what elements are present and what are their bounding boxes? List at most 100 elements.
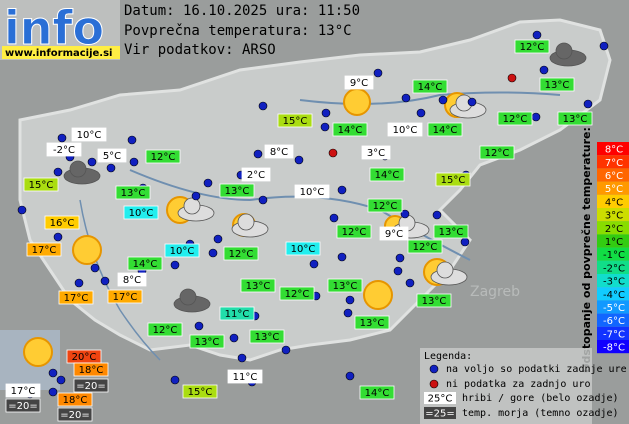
station-label-bg	[332, 122, 368, 137]
station-label: 10°C	[129, 208, 154, 219]
station-dot	[405, 278, 415, 288]
station-label-bg	[189, 334, 225, 349]
scale-swatch	[597, 313, 629, 327]
scale-label: -7°C	[603, 329, 625, 340]
station-label-bg	[182, 384, 218, 399]
scale-label: 1°C	[605, 237, 623, 248]
scale-label: -3°C	[603, 277, 625, 288]
station-dot	[229, 333, 239, 343]
station-label-bg	[73, 362, 109, 377]
station-dot	[337, 252, 347, 262]
station-label-bg	[219, 183, 255, 198]
station-label: 17°C	[11, 386, 36, 397]
station-label: 9°C	[385, 229, 403, 240]
deviation-scale: 8°C 7°C 6°C 5°C 4°C 3°C 2°C 1°C -1°C -2°C -3°C -4°C…	[580, 127, 629, 373]
station-label-bg	[249, 329, 285, 344]
station-dot	[90, 263, 100, 273]
station-label: 13°C	[422, 296, 447, 307]
scale-swatch	[597, 247, 629, 261]
station-label-bg	[97, 148, 127, 163]
station-dot	[48, 387, 58, 397]
station-label-bg	[219, 306, 255, 321]
station-label: 12°C	[151, 152, 176, 163]
station-dot	[194, 321, 204, 331]
scale-label: 2°C	[605, 224, 623, 235]
scale-label: 4°C	[605, 197, 623, 208]
station-label: 13°C	[333, 281, 358, 292]
station-dot	[321, 108, 331, 118]
legend-text: na voljo so podatki zadnje ure	[446, 364, 627, 375]
legend-sample-bg	[424, 407, 456, 419]
scale-swatch	[597, 155, 629, 169]
station-label: 13°C	[563, 114, 588, 125]
station-dot	[56, 375, 66, 385]
average-temp: Povprečna temperatura: 13°C	[124, 23, 352, 39]
scale-swatch	[597, 221, 629, 235]
station-label: 14°C	[133, 259, 158, 270]
station-label: 13°C	[121, 188, 146, 199]
station-label-bg	[223, 246, 259, 261]
station-label-bg	[367, 198, 403, 213]
scale-label: -5°C	[603, 303, 625, 314]
station-label: 12°C	[229, 249, 254, 260]
weather-icons	[23, 42, 587, 367]
station-label-bg	[71, 127, 107, 142]
legend-dot	[429, 364, 439, 374]
station-label: 13°C	[439, 227, 464, 238]
sun-icon	[363, 280, 393, 310]
station-label-bg	[433, 224, 469, 239]
station-dot	[203, 178, 213, 188]
station-label-bg	[407, 239, 443, 254]
source: Vir podatkov: ARSO	[124, 42, 276, 58]
station-label: 17°C	[32, 245, 57, 256]
station-dot	[337, 185, 347, 195]
station-label: 13°C	[545, 80, 570, 91]
scale-swatch	[597, 287, 629, 301]
legend-sample-bg	[424, 392, 456, 404]
station-label-bg	[5, 383, 41, 398]
cloud-icon	[436, 261, 454, 279]
site-url: www.informacije.si	[5, 48, 113, 59]
station-label-bg	[344, 75, 374, 90]
station-label: 17°C	[64, 293, 89, 304]
legend-title: Legenda:	[424, 351, 472, 362]
station-label-bg	[369, 167, 405, 182]
station-label: 3°C	[367, 148, 385, 159]
scale-label: -4°C	[603, 290, 625, 301]
station-label: 11°C	[225, 309, 250, 320]
station-label-bg	[497, 111, 533, 126]
station-label-bg	[361, 145, 391, 160]
scale-label: 3°C	[605, 211, 623, 222]
station-label-bg	[327, 278, 363, 293]
station-label: 12°C	[413, 242, 438, 253]
station-dot	[345, 371, 355, 381]
station-label: 8°C	[123, 275, 141, 286]
scale-swatch	[597, 260, 629, 274]
station-dot	[539, 65, 549, 75]
station-label-bg	[427, 122, 463, 137]
station-label-bg	[5, 398, 41, 413]
station-label-bg	[73, 378, 109, 393]
station-label-bg	[285, 241, 321, 256]
station-label: 12°C	[373, 201, 398, 212]
station-label: 10°C	[170, 246, 195, 257]
station-label: 13°C	[360, 318, 385, 329]
station-label-bg	[435, 172, 471, 187]
scale-swatch	[597, 142, 629, 156]
station-label-bg	[557, 111, 593, 126]
station-dot	[48, 368, 58, 378]
station-dot	[438, 95, 448, 105]
station-label: =20=	[8, 401, 37, 412]
station-dot	[401, 93, 411, 103]
station-label-bg	[147, 322, 183, 337]
scale-label: 8°C	[605, 145, 623, 156]
station-dot	[170, 375, 180, 385]
scale-swatch	[597, 274, 629, 288]
station-label: 11°C	[233, 372, 258, 383]
station-dot	[74, 278, 84, 288]
station-label: 12°C	[485, 148, 510, 159]
site-bg	[2, 46, 120, 59]
station-dot	[127, 135, 137, 145]
station-dot	[329, 213, 339, 223]
scale-swatch	[597, 168, 629, 182]
